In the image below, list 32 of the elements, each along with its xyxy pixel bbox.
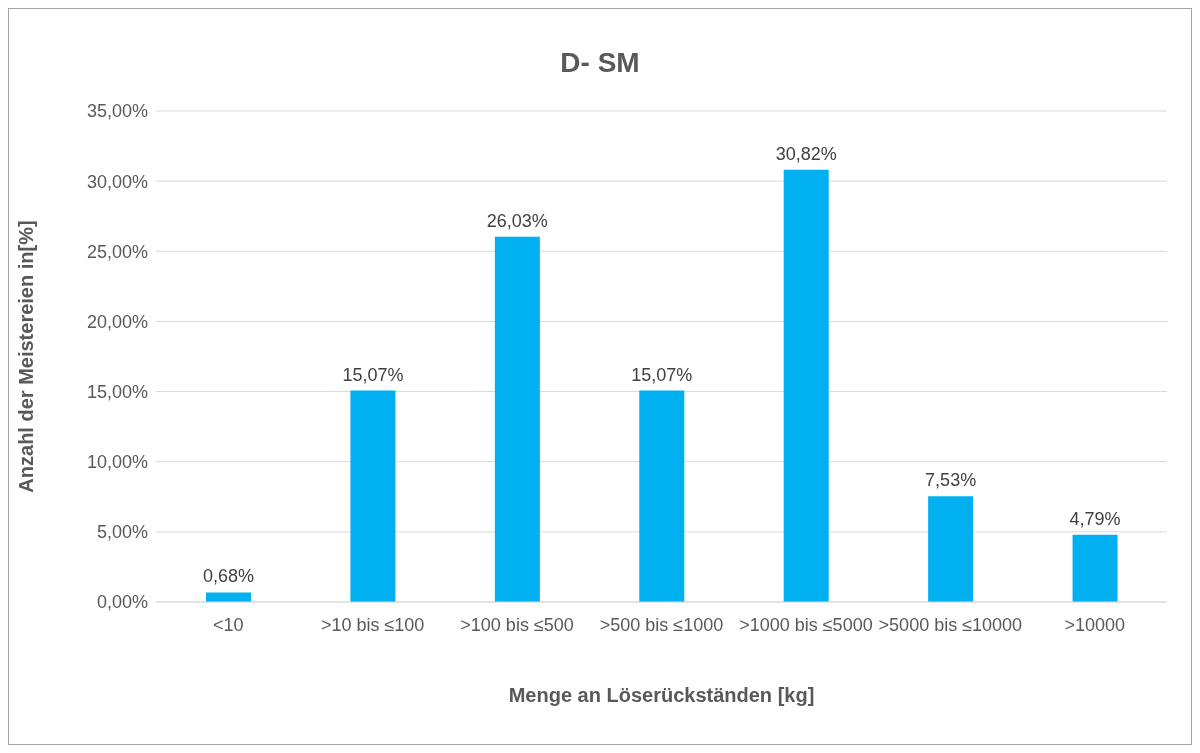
x-tick-label: >5000 bis ≤10000 [878,614,1023,635]
bar [350,390,396,602]
y-tick-label: 25,00% [86,241,148,262]
x-tick-label: <10 [212,614,244,635]
bar [494,236,540,602]
bar [783,169,829,602]
x-tick-label: >1000 bis ≤5000 [739,614,873,635]
data-label: 4,79% [1069,508,1121,529]
data-label: 26,03% [486,210,548,231]
y-axis-title: Anzahl der Meistereien in[%] [15,220,38,493]
bar [928,496,974,602]
y-tick-label: 15,00% [86,381,148,402]
y-tick-label: 10,00% [86,452,148,473]
data-label: 0,68% [202,566,255,587]
y-tick-label: 35,00% [86,101,148,122]
bar [639,390,685,602]
chart-title: D- SM [559,47,641,79]
bar [206,592,251,602]
data-label: 15,07% [342,364,404,385]
y-tick-label: 0,00% [96,592,148,613]
bar [1072,534,1118,602]
data-label: 15,07% [631,364,693,385]
x-tick-label: >10 bis ≤100 [320,614,425,635]
x-tick-label: >10000 [1064,614,1126,635]
x-tick-label: >100 bis ≤500 [460,614,574,635]
x-tick-label: >500 bis ≤1000 [599,614,724,635]
y-tick-label: 30,00% [86,171,148,192]
data-label: 7,53% [925,470,977,491]
x-axis-title: Menge an Löserückständen [kg] [508,684,815,706]
y-tick-label: 5,00% [96,522,148,543]
y-tick-label: 20,00% [86,311,148,332]
data-label: 30,82% [775,143,837,164]
